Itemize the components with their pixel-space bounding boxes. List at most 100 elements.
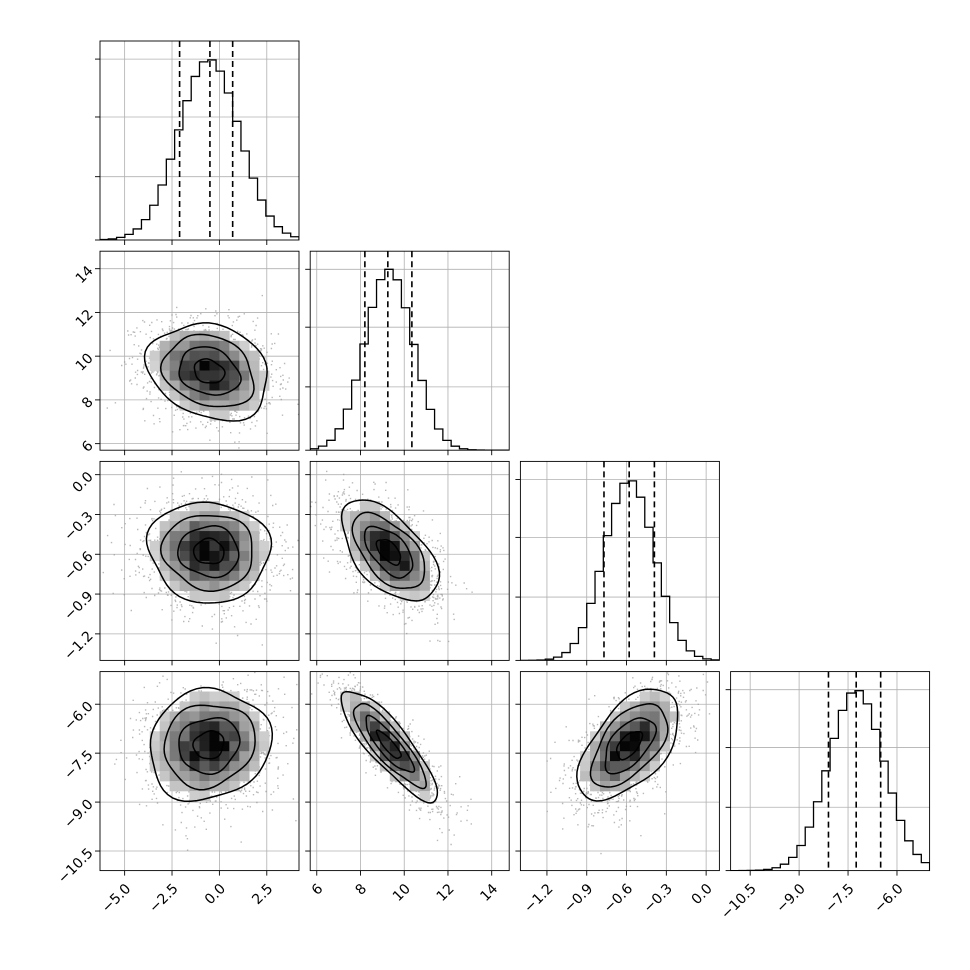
density-cell (209, 410, 220, 421)
density-cell (179, 751, 190, 762)
density-cell (580, 751, 591, 762)
histogram-step (520, 480, 720, 661)
density-cell (409, 771, 420, 782)
density-cell (189, 531, 200, 542)
density-cell (359, 550, 371, 562)
density-cell (649, 691, 660, 702)
density-cell (379, 741, 391, 752)
density-cell (229, 731, 240, 742)
density-cell (159, 380, 170, 391)
x-tick-label: −6.0 (871, 881, 906, 916)
density-cell (219, 541, 230, 552)
density-cell (409, 541, 420, 552)
density-cell (239, 701, 250, 712)
density-cell (389, 550, 401, 562)
density-cell (639, 741, 651, 752)
x-tick-label: 0.0 (202, 881, 229, 908)
density-cell (249, 400, 260, 411)
x-tick-label: −5.0 (99, 881, 134, 916)
density-cell (189, 390, 200, 401)
density-cell (249, 550, 260, 562)
x-tick-label: −10.5 (718, 881, 760, 923)
density-cell (189, 350, 200, 361)
panel-data (310, 470, 473, 643)
density-cell (199, 590, 210, 601)
density-cell (239, 721, 250, 732)
density-cell (209, 541, 220, 552)
density-cell (649, 701, 660, 712)
density-cell (629, 731, 641, 742)
density-cell (249, 370, 260, 381)
density-cell (590, 771, 601, 782)
density-cell (209, 721, 220, 732)
density-cell (369, 731, 381, 742)
density-cell (159, 370, 170, 381)
density-cell (199, 781, 210, 792)
density-cell (199, 751, 210, 762)
density-cell (149, 741, 160, 752)
y-tick-label: 12 (73, 307, 97, 331)
density-cell (399, 761, 410, 772)
density-cell (209, 761, 220, 772)
y-tick-label: 6 (79, 438, 97, 456)
density-cell (189, 731, 200, 742)
panel-3-3: −10.5 −9.0 −7.5 −6.0 (718, 671, 931, 923)
panel-data (546, 671, 711, 855)
density-cell (359, 711, 371, 722)
y-tick-label: −10.5 (55, 845, 97, 887)
density-cell (169, 370, 180, 381)
density-cell (389, 531, 401, 542)
density-cell (199, 531, 210, 542)
density-cell (619, 711, 631, 722)
density-cell (649, 761, 660, 772)
density-cell (219, 771, 230, 782)
density-cell (159, 541, 170, 552)
density-cell (209, 590, 220, 601)
density-cell (209, 501, 220, 512)
density-cell (359, 560, 371, 572)
y-tick-label: 14 (73, 263, 97, 287)
density-cell (169, 330, 180, 342)
density-cell (209, 570, 220, 582)
density-cell (199, 721, 210, 732)
density-cell (199, 741, 210, 752)
density-cell (209, 711, 220, 722)
density-cell (369, 560, 381, 572)
density-cell (350, 521, 361, 532)
density-cell (179, 350, 190, 361)
panel-1-0: 6 8 10 12 14 (73, 250, 300, 456)
density-cell (600, 741, 611, 752)
density-cell (179, 511, 190, 522)
density-cell (169, 560, 180, 572)
density-cell (209, 531, 220, 542)
density-cell (199, 370, 210, 381)
density-cell (199, 360, 210, 371)
density-cell (189, 761, 200, 772)
density-cell (179, 541, 190, 552)
density-cell (219, 761, 230, 772)
density-cell (629, 761, 641, 772)
density-cell (419, 550, 430, 562)
density-cell (189, 791, 200, 802)
density-cell (369, 511, 381, 522)
density-cell (149, 541, 160, 552)
density-cell (249, 721, 260, 732)
density-cell (600, 731, 611, 742)
density-cell (169, 380, 180, 391)
contour-line (340, 690, 439, 804)
density-cell (399, 590, 410, 601)
density-cell (369, 541, 381, 552)
density-cell (219, 751, 230, 762)
density-cell (179, 731, 190, 742)
density-cell (179, 521, 190, 532)
density-cell (399, 751, 410, 762)
density-cell (189, 501, 200, 512)
x-tick-label: 0.0 (689, 881, 716, 908)
density-cell (249, 521, 260, 532)
axes-frame (309, 460, 510, 661)
density-cell (409, 560, 420, 572)
density-cell (389, 741, 401, 752)
density-cell (609, 741, 621, 752)
x-tick-label: −0.6 (601, 881, 636, 916)
density-cell (219, 330, 230, 342)
